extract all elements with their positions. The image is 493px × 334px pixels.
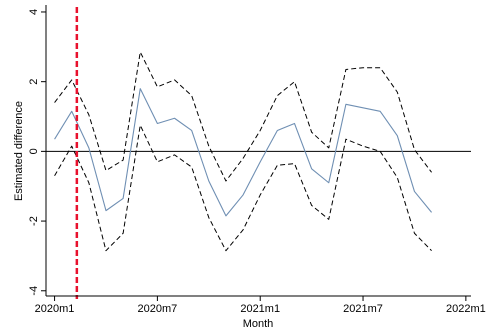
axes: -4 -2 0 2 4 2020m1 2020m7 2021m1 2021m7 2022m1 — [28, 5, 486, 315]
y-tick-label: 4 — [28, 9, 40, 15]
y-tick-label: -4 — [28, 286, 40, 296]
y-tick-label: 2 — [28, 79, 40, 85]
series-line-lower — [54, 124, 432, 252]
y-tick-label: 0 — [28, 148, 40, 154]
x-tick-label: 2021m7 — [343, 303, 383, 315]
x-axis-title: Month — [243, 318, 274, 330]
series-line-estimate — [54, 88, 433, 217]
x-tick-label: 2022m1 — [446, 303, 486, 315]
plot-area — [46, 7, 471, 299]
x-tick-label: 2020m7 — [138, 303, 178, 315]
x-tick-label: 2020m1 — [35, 303, 75, 315]
series-line-upper — [54, 51, 432, 182]
x-tick-label: 2021m1 — [240, 303, 280, 315]
y-axis-title: Estimated difference — [13, 101, 25, 201]
y-tick-label: -2 — [28, 216, 40, 226]
